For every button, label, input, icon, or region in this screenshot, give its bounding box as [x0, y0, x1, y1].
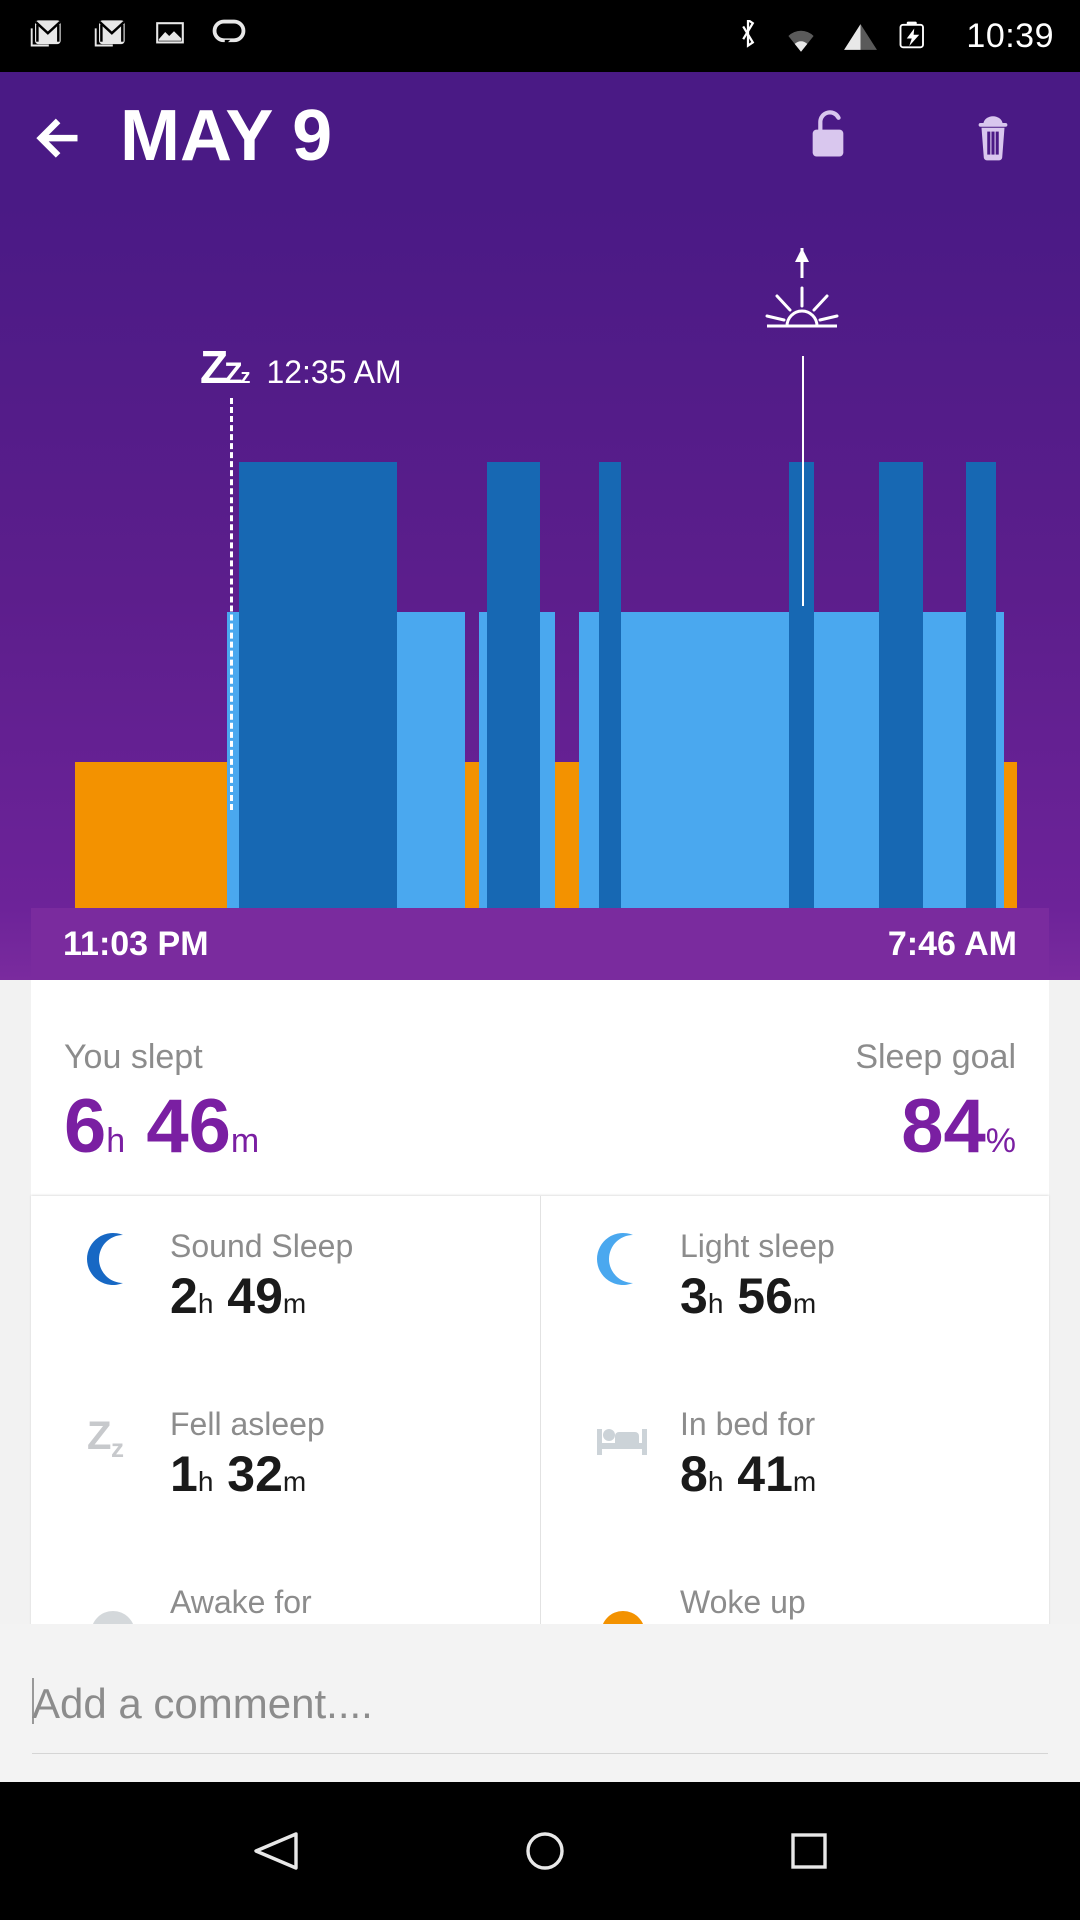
- svg-text:Z: Z: [87, 1414, 111, 1458]
- svg-text:z: z: [111, 1433, 124, 1463]
